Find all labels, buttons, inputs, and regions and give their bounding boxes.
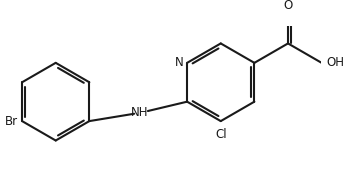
Text: O: O — [283, 0, 293, 12]
Text: Br: Br — [4, 115, 18, 128]
Text: OH: OH — [326, 56, 344, 69]
Text: NH: NH — [131, 106, 148, 119]
Text: N: N — [175, 56, 184, 69]
Text: Cl: Cl — [215, 128, 227, 141]
